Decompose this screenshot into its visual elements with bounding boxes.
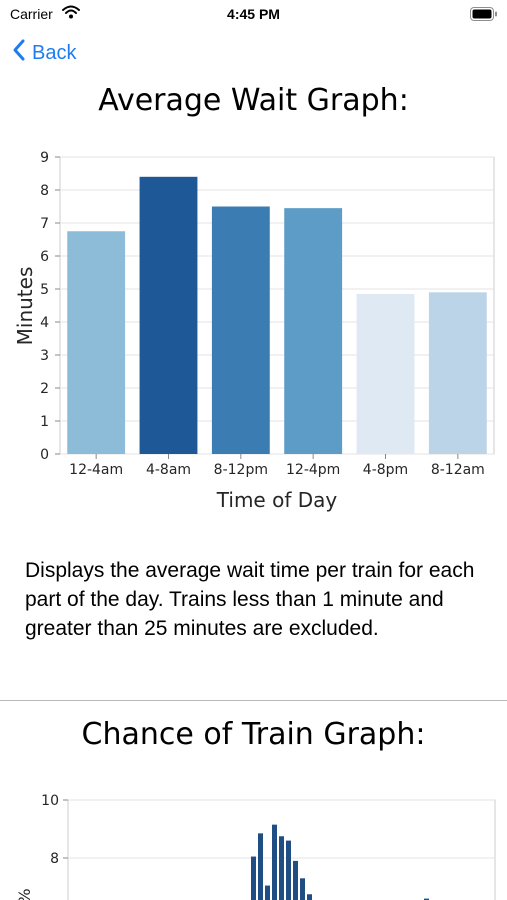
battery-full-icon bbox=[470, 7, 498, 24]
chart1-bars bbox=[67, 176, 487, 455]
chart1-y-tick-label: 2 bbox=[40, 381, 49, 397]
chart1-bar bbox=[356, 293, 415, 454]
chart1-x-tick-label: 4-8am bbox=[146, 462, 191, 478]
back-button[interactable]: Back bbox=[12, 38, 76, 68]
chart2-bar bbox=[272, 824, 277, 900]
chart1-x-tick-label: 12-4pm bbox=[286, 462, 340, 478]
chart1-y-tick-label: 0 bbox=[40, 447, 49, 463]
chart1-y-tick-label: 7 bbox=[40, 216, 49, 232]
chart2-y-tick-label: 10 bbox=[41, 793, 59, 809]
chart2-bars bbox=[251, 824, 429, 900]
chart1-x-tick-label: 8-12pm bbox=[214, 462, 268, 478]
chart2-bar bbox=[258, 833, 263, 900]
chart2-bar bbox=[300, 878, 305, 900]
chart1-y-tick-label: 6 bbox=[40, 249, 49, 265]
chart1-y-tick-label: 8 bbox=[40, 183, 49, 199]
chart2-bar bbox=[307, 894, 312, 900]
chart1-x-tick-label: 4-8pm bbox=[363, 462, 408, 478]
chart1-bar bbox=[139, 176, 198, 455]
chart1-y-tick-label: 3 bbox=[40, 348, 49, 364]
chart2-y-axis-label: % bbox=[15, 888, 34, 900]
chart1-y-tick-label: 4 bbox=[40, 315, 49, 331]
chart1-x-tick-label: 12-4am bbox=[69, 462, 123, 478]
chart1-gridlines bbox=[60, 156, 494, 455]
average-wait-description: Displays the average wait time per train… bbox=[25, 559, 475, 640]
chart1-x-axis-label: Time of Day bbox=[216, 488, 338, 512]
chart2-bar bbox=[265, 885, 270, 900]
chart2-y-tick-label: 8 bbox=[50, 851, 59, 867]
chart1-x-tick-label: 8-12am bbox=[431, 462, 485, 478]
chart1-plot-area bbox=[59, 156, 495, 455]
navigation-bar: Back bbox=[0, 28, 507, 78]
section-divider bbox=[0, 700, 507, 701]
chevron-left-icon bbox=[12, 38, 26, 68]
chart1-bar bbox=[67, 231, 126, 454]
chart2-bar bbox=[293, 860, 298, 900]
chance-of-train-title: Chance of Train Graph: bbox=[81, 717, 426, 752]
chart1-x-ticks: 12-4am 4-8am 8-12pm 12-4pm 4-8pm 8-12am bbox=[69, 454, 485, 478]
status-bar: Carrier 4:45 PM bbox=[0, 0, 507, 28]
average-wait-chart: 0 1 2 3 4 5 6 7 8 9 12-4am 4-8am 8-12pm 12-4pm 4-8pm 8… bbox=[13, 150, 495, 512]
carrier-label: Carrier bbox=[10, 6, 53, 22]
chart2-bar bbox=[279, 836, 284, 900]
back-label: Back bbox=[32, 41, 77, 64]
chart1-y-ticks: 0 1 2 3 4 5 6 7 8 9 bbox=[40, 150, 60, 463]
chart1-y-tick-label: 1 bbox=[40, 414, 49, 430]
chart1-bar bbox=[284, 208, 343, 454]
chart2-bar bbox=[286, 840, 291, 900]
chart1-bar bbox=[428, 292, 487, 454]
chart1-y-tick-label: 5 bbox=[40, 282, 49, 298]
average-wait-title: Average Wait Graph: bbox=[98, 83, 409, 118]
chart1-y-axis-label: Minutes bbox=[13, 267, 37, 346]
chart2-bar bbox=[251, 856, 256, 900]
chart2-y-ticks: 8 10 bbox=[41, 793, 68, 867]
status-time: 4:45 PM bbox=[227, 6, 280, 22]
wifi-icon bbox=[62, 5, 80, 22]
chart2-bar bbox=[424, 898, 429, 900]
chart1-y-tick-label: 9 bbox=[40, 150, 49, 166]
chart1-bar bbox=[211, 206, 270, 454]
